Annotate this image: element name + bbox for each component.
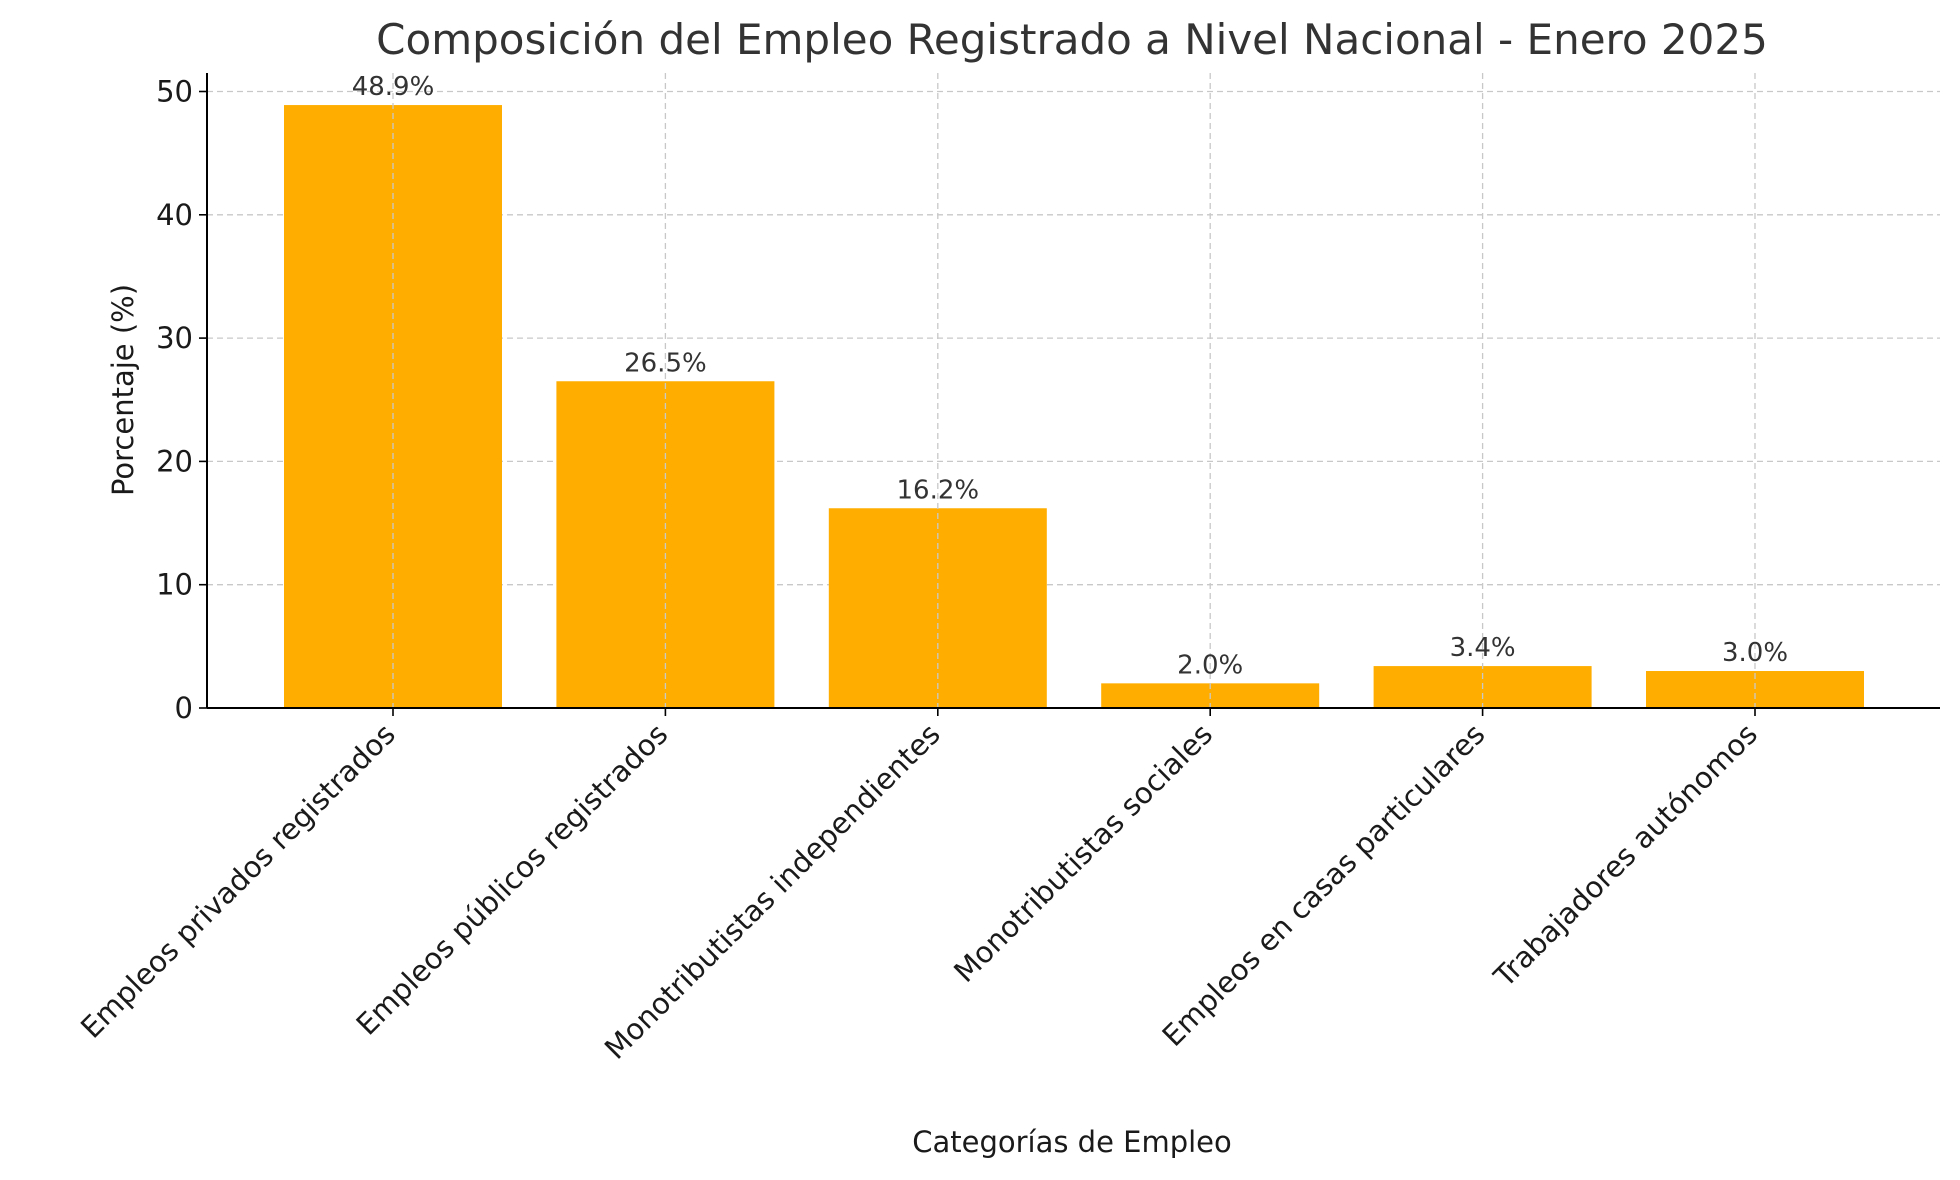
data-label: 16.2% xyxy=(896,475,979,505)
data-labels: 48.9% 26.5% 16.2% 2.0% 3.4% 3.0% xyxy=(352,72,1788,680)
data-label: 26.5% xyxy=(624,348,707,378)
bars xyxy=(284,105,1864,709)
y-tick-label: 10 xyxy=(156,568,193,602)
vertical-grid xyxy=(392,73,1756,708)
x-tick-label: Monotributistas independientes xyxy=(598,717,947,1066)
x-tick-label: Empleos públicos registrados xyxy=(350,717,675,1042)
x-axis-label: Categorías de Empleo xyxy=(912,1125,1232,1159)
data-label: 3.0% xyxy=(1722,638,1788,668)
x-tick-label: Trabajadores autónomos xyxy=(1487,717,1764,994)
y-tick-label: 0 xyxy=(175,691,193,725)
y-tick-label: 30 xyxy=(156,321,193,355)
data-label: 48.9% xyxy=(352,72,435,102)
data-label: 2.0% xyxy=(1177,650,1243,680)
y-axis-label: Porcentaje (%) xyxy=(106,284,140,496)
y-tick-label: 20 xyxy=(156,444,193,478)
y-tick-label: 50 xyxy=(156,74,193,108)
data-label: 3.4% xyxy=(1450,633,1516,663)
chart-title: Composición del Empleo Registrado a Nive… xyxy=(376,15,1768,64)
x-tick-label: Monotributistas sociales xyxy=(947,717,1219,989)
x-tick-label: Empleos en casas particulares xyxy=(1156,717,1492,1053)
axes xyxy=(206,73,1940,709)
x-tick-label: Empleos privados registrados xyxy=(74,717,402,1045)
y-tick-label: 40 xyxy=(156,198,193,232)
y-axis-ticks: 0 10 20 30 40 50 xyxy=(156,74,207,725)
